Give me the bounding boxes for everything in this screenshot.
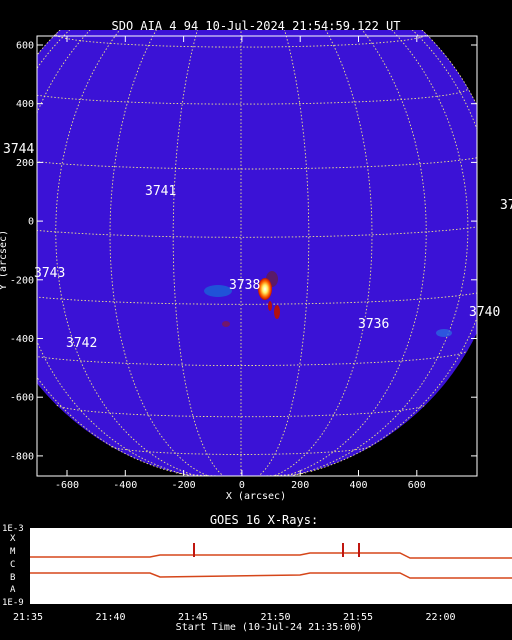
image-title: SDO AIA_4 94 10-Jul-2024 21:54:59.122 UT bbox=[112, 19, 401, 33]
x-tick-label: -400 bbox=[113, 480, 137, 491]
active-region-features bbox=[204, 271, 452, 337]
region-label: 3743 bbox=[34, 266, 65, 281]
goes-x-tick-label: 21:40 bbox=[95, 612, 125, 623]
goes-x-tick-label: 21:55 bbox=[343, 612, 373, 623]
y-tick-label: -600 bbox=[10, 393, 34, 404]
goes-y-label: 1E-9 bbox=[2, 598, 24, 608]
x-tick-label: 0 bbox=[239, 480, 245, 491]
limb-feature bbox=[436, 329, 452, 337]
x-tick-label: -600 bbox=[55, 480, 79, 491]
y-tick-label: 0 bbox=[28, 217, 34, 228]
goes-x-tick-label: 21:35 bbox=[13, 612, 43, 623]
region-label: 3744 bbox=[3, 142, 34, 157]
red-speck bbox=[222, 321, 230, 327]
x-tick-label: 200 bbox=[291, 480, 309, 491]
goes-x-tick-label: 21:50 bbox=[260, 612, 290, 623]
flare-kernel bbox=[258, 278, 272, 300]
goes-y-label: M bbox=[10, 547, 16, 557]
goes-title: GOES 16 X-Rays: bbox=[210, 513, 318, 527]
y-tick-label: -400 bbox=[10, 334, 34, 345]
latitude-line bbox=[110, 0, 372, 2]
goes-y-label: C bbox=[10, 560, 15, 570]
goes-x-tick-label: 22:00 bbox=[425, 612, 455, 623]
y-tick-label: 400 bbox=[16, 99, 34, 110]
longitude-line bbox=[55, 30, 200, 476]
goes-plot-area bbox=[30, 528, 512, 604]
red-feature bbox=[268, 301, 272, 311]
goes-x-ticks: 21:35 21:40 21:45 21:50 21:55 22:00 bbox=[13, 612, 456, 623]
aia-image bbox=[36, 0, 478, 477]
y-tick-label: -200 bbox=[10, 275, 34, 286]
x-tick-label: -200 bbox=[172, 480, 196, 491]
region-label: 3740 bbox=[469, 305, 500, 320]
latitude-line bbox=[111, 446, 371, 455]
y-tick-label: 200 bbox=[16, 158, 34, 169]
region-label: 3738 bbox=[229, 278, 260, 293]
region-label: 3741 bbox=[145, 184, 176, 199]
x-tick-label: 600 bbox=[408, 480, 426, 491]
red-feature bbox=[274, 305, 280, 319]
longitude-line bbox=[282, 30, 427, 476]
blue-feature bbox=[204, 285, 232, 297]
goes-long-curve bbox=[30, 552, 512, 559]
goes-y-label: X bbox=[10, 534, 16, 544]
goes-y-label: A bbox=[10, 585, 16, 595]
y-tick-label: -800 bbox=[10, 451, 34, 462]
region-label: 3736 bbox=[358, 317, 389, 332]
y-axis-ticks: 600 400 200 0 -200 -400 -600 -800 bbox=[10, 41, 477, 462]
longitude-line bbox=[272, 30, 373, 476]
goes-curves bbox=[30, 543, 512, 579]
goes-y-label: 1E-3 bbox=[2, 524, 24, 534]
goes-y-label: B bbox=[10, 573, 15, 583]
goes-x-tick-label: 21:45 bbox=[178, 612, 208, 623]
plot-frame bbox=[36, 35, 478, 477]
goes-x-label: Start Time (10-Jul-24 21:35:00) bbox=[176, 622, 363, 633]
longitude-line bbox=[109, 30, 210, 476]
y-tick-label: 600 bbox=[16, 41, 34, 52]
latitude-line bbox=[175, 472, 307, 476]
region-label: 3742 bbox=[66, 336, 97, 351]
y-axis-label: Y (arcsec) bbox=[0, 230, 9, 290]
goes-short-curve bbox=[30, 572, 512, 579]
x-axis-label: X (arcsec) bbox=[226, 491, 286, 502]
x-axis-ticks: -600 -400 -200 0 200 400 600 bbox=[55, 36, 426, 491]
x-tick-label: 400 bbox=[349, 480, 367, 491]
heliographic-grid bbox=[37, 0, 477, 476]
